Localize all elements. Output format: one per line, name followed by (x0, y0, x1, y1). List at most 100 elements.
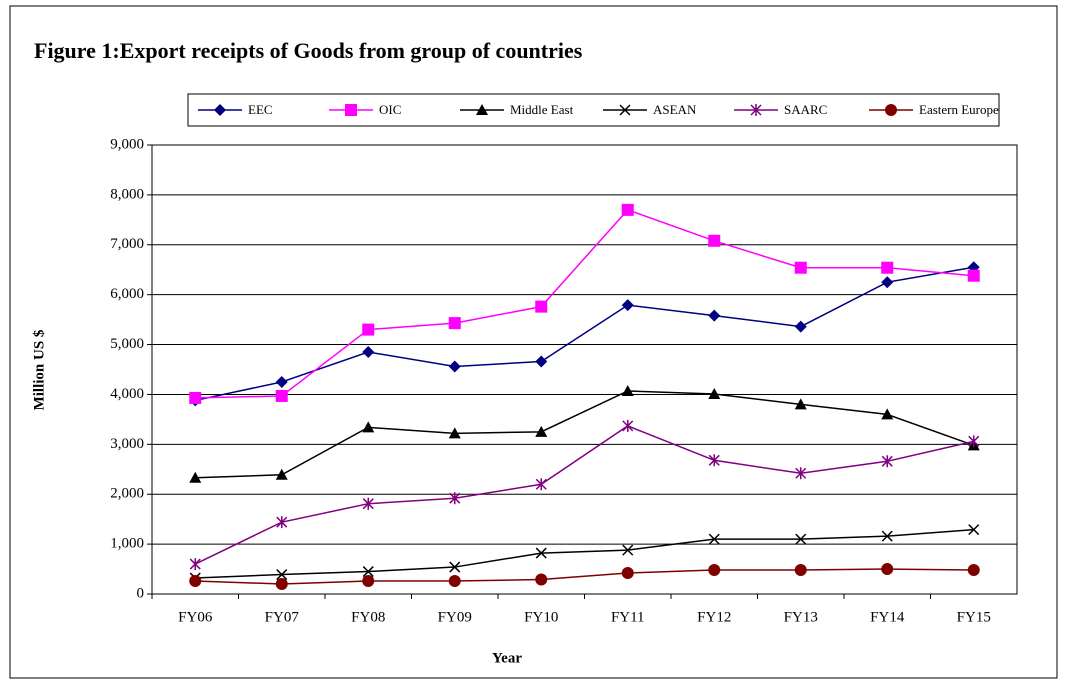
marker (708, 387, 721, 399)
marker (621, 384, 634, 396)
y-tick-label: 3,000 (110, 436, 144, 452)
legend-label: SAARC (784, 102, 827, 117)
marker (362, 323, 375, 336)
marker (621, 203, 634, 216)
marker (708, 564, 721, 577)
y-tick-label: 2,000 (110, 486, 144, 502)
y-tick-label: 4,000 (110, 386, 144, 402)
marker (275, 375, 288, 388)
marker (448, 360, 461, 373)
line (195, 208, 974, 399)
marker (794, 398, 807, 410)
marker (189, 471, 202, 483)
x-tick-label: FY13 (784, 609, 818, 625)
x-tick-label: FY15 (957, 609, 991, 625)
marker (362, 346, 375, 359)
y-tick-label: 6,000 (110, 286, 144, 302)
marker (795, 533, 807, 545)
x-tick-label: FY14 (870, 609, 905, 625)
marker (881, 261, 894, 274)
marker (189, 558, 201, 571)
marker (214, 104, 226, 116)
marker (881, 530, 893, 542)
y-tick-label: 8,000 (110, 186, 144, 202)
x-tick-label: FY09 (438, 609, 472, 625)
x-tick-label: FY11 (611, 609, 645, 625)
marker (275, 389, 288, 402)
marker (881, 276, 894, 289)
marker (794, 564, 807, 577)
y-tick-label: 7,000 (110, 236, 144, 252)
frame (9, 5, 1058, 679)
marker (535, 425, 548, 437)
marker (794, 261, 807, 274)
marker (449, 561, 461, 573)
y-tick-label: 5,000 (110, 336, 144, 352)
y-tick-label: 0 (137, 585, 145, 601)
marker (362, 575, 375, 588)
marker (750, 104, 762, 116)
marker (476, 104, 488, 115)
legend-label: OIC (379, 102, 401, 117)
marker (535, 300, 548, 313)
legend (187, 93, 1000, 127)
marker (885, 104, 897, 116)
marker (535, 355, 548, 368)
marker (708, 309, 721, 322)
marker (881, 408, 894, 420)
legend-label: ASEAN (653, 102, 697, 117)
chart-title: Figure 1:Export receipts of Goods from g… (34, 38, 583, 63)
x-tick-label: FY06 (178, 609, 213, 625)
marker (362, 566, 374, 578)
marker (449, 492, 461, 505)
marker (968, 435, 980, 448)
marker (794, 320, 807, 333)
x-axis-label: Year (492, 650, 522, 666)
marker (345, 104, 357, 116)
marker (275, 468, 288, 480)
marker (189, 575, 202, 588)
line (194, 425, 974, 565)
marker (535, 478, 547, 491)
y-axis-label: Million US $ (31, 329, 47, 410)
marker (621, 299, 634, 312)
marker (708, 234, 721, 247)
marker (362, 421, 375, 433)
marker (448, 427, 461, 439)
marker (275, 578, 288, 591)
marker (795, 467, 807, 480)
marker (967, 269, 980, 282)
y-tick-label: 1,000 (110, 536, 144, 552)
line (195, 568, 974, 585)
marker (622, 419, 634, 432)
marker (881, 455, 893, 468)
marker (535, 573, 548, 586)
x-tick-label: FY07 (265, 609, 300, 625)
marker (276, 569, 288, 581)
y-tick-label: 9,000 (110, 136, 144, 152)
marker (622, 544, 634, 556)
marker (189, 391, 202, 404)
marker (708, 533, 720, 545)
marker (448, 575, 461, 588)
marker (621, 567, 634, 580)
marker (619, 104, 631, 116)
marker (967, 564, 980, 577)
legend-label: EEC (248, 102, 273, 117)
marker (968, 524, 980, 536)
line (195, 528, 974, 579)
marker (448, 317, 461, 330)
x-tick-label: FY08 (351, 609, 385, 625)
legend-label: Eastern Europe (919, 102, 999, 117)
marker (535, 547, 547, 559)
legend-label: Middle East (510, 102, 574, 117)
marker (708, 454, 720, 467)
marker (276, 516, 288, 529)
x-tick-label: FY10 (524, 609, 558, 625)
marker (881, 563, 894, 576)
line (195, 390, 975, 479)
x-tick-label: FY12 (697, 609, 731, 625)
marker (362, 497, 374, 510)
line (195, 266, 974, 402)
